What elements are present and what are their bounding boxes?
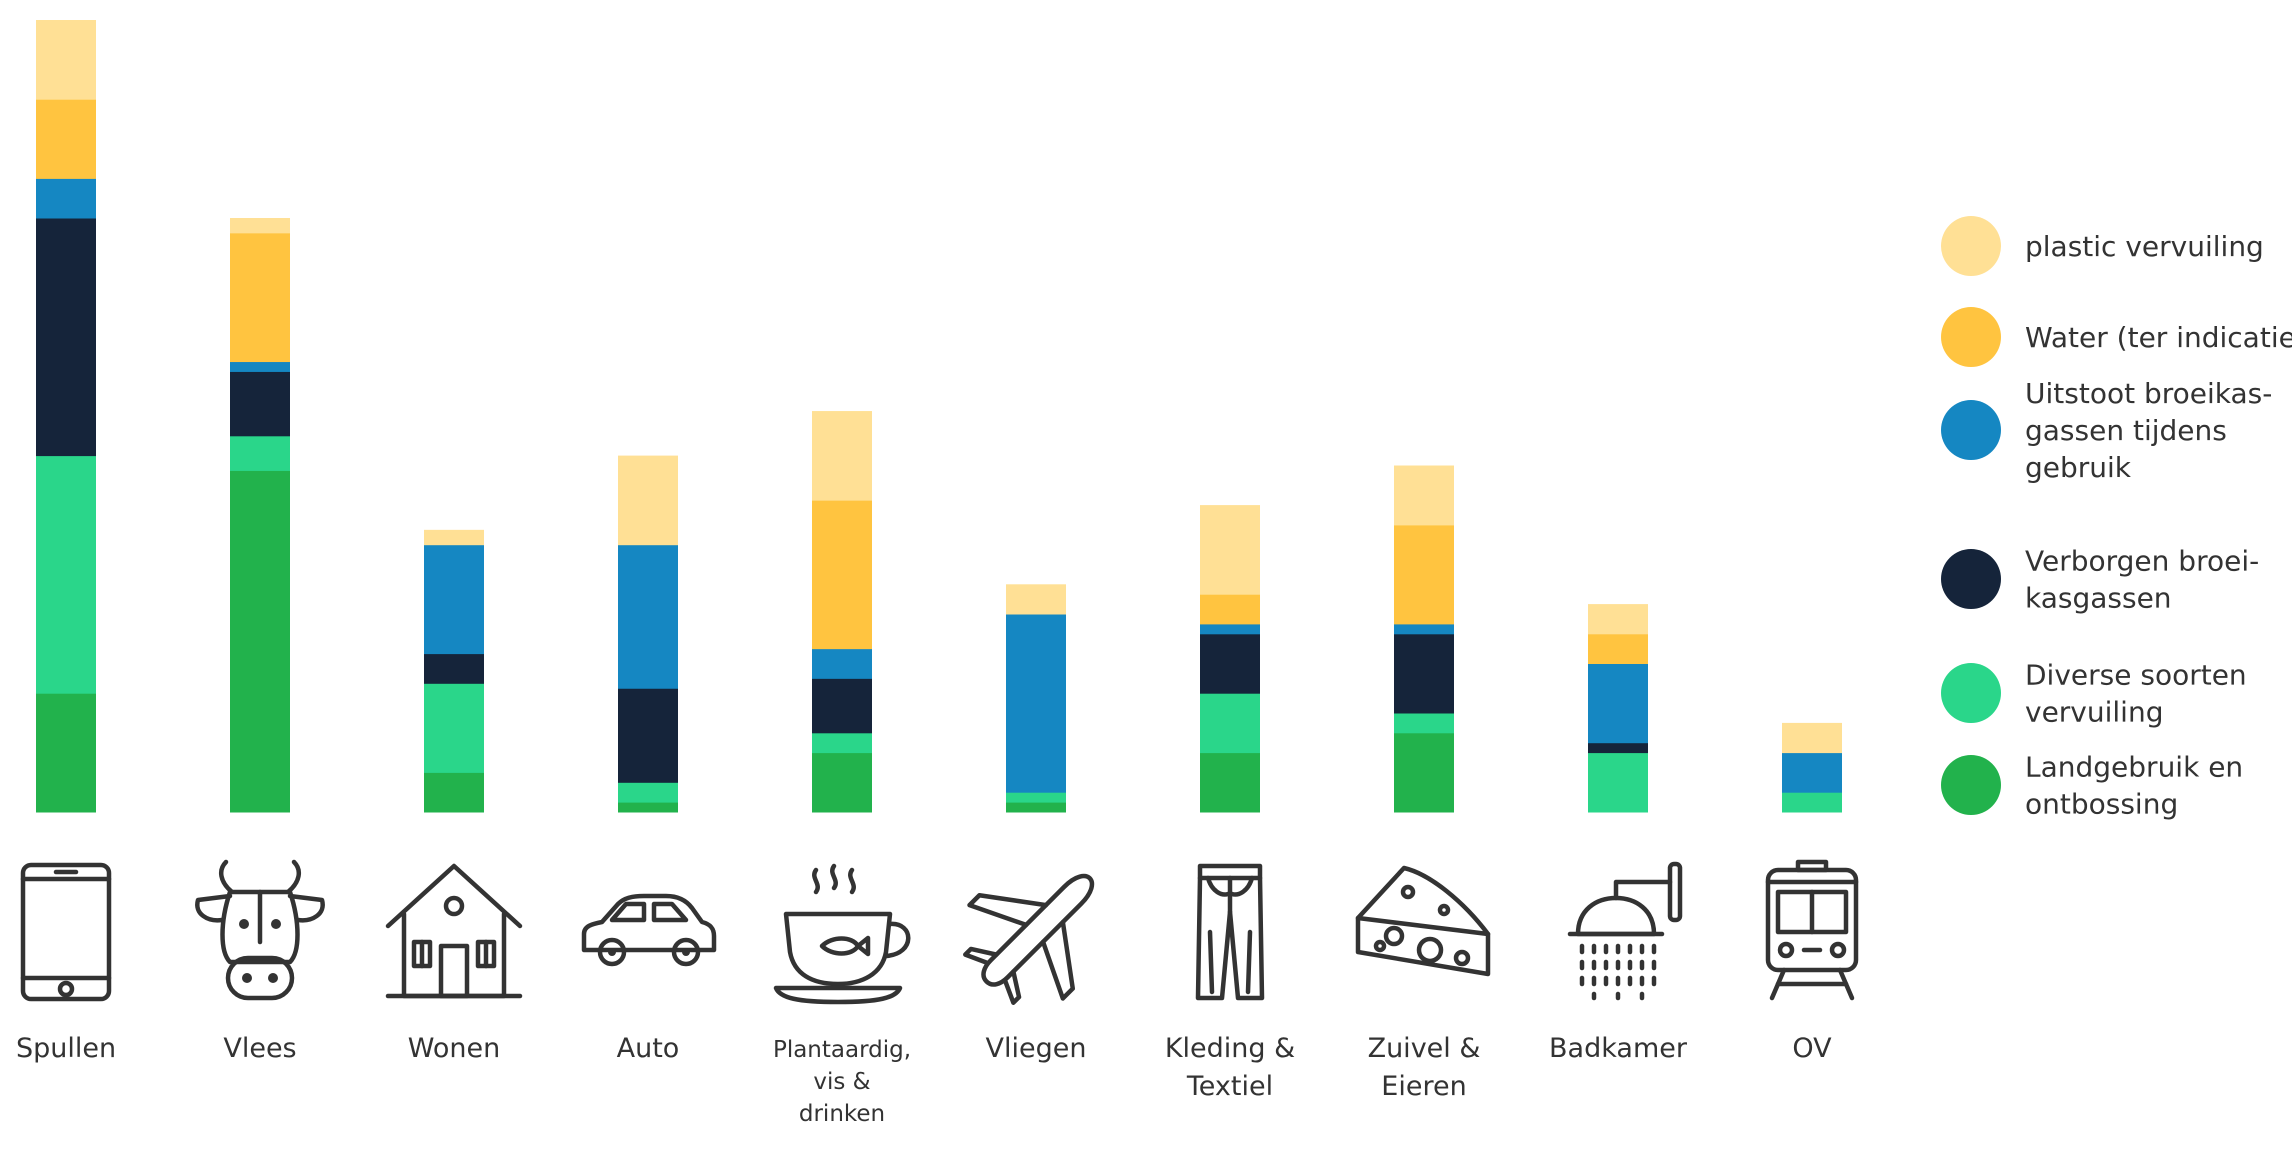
bar-segment-auto-verborgen-broeikasgassen <box>618 688 678 783</box>
bar-segment-badkamer-plastic-vervuiling <box>1588 604 1648 635</box>
legend-swatch-uitstoot-broeikasgassen-tijdens-gebruik <box>1941 400 2001 460</box>
bar-segment-vlees-uitstoot-broeikasgassen-tijdens-gebruik <box>230 361 290 372</box>
shower-icon <box>1567 861 1683 1001</box>
bar-segment-wonen-verborgen-broeikasgassen <box>424 653 484 684</box>
bar-segment-kleding-textiel-landgebruik-en-ontbossing <box>1200 752 1260 813</box>
legend-swatch-verborgen-broeikasgassen <box>1941 549 2001 609</box>
bar-segment-wonen-landgebruik-en-ontbossing <box>424 772 484 813</box>
category-label-zuivel-eieren: Zuivel & Eieren <box>1368 1033 1481 1102</box>
legend-swatch-landgebruik-en-ontbossing <box>1941 755 2001 815</box>
bar-segment-vliegen-uitstoot-broeikasgassen-tijdens-gebruik <box>1006 614 1066 793</box>
bar-segment-zuivel-eieren-landgebruik-en-ontbossing <box>1394 732 1454 813</box>
car-icon <box>581 893 717 967</box>
bar-segment-vlees-landgebruik-en-ontbossing <box>230 470 290 813</box>
bar-segment-wonen-uitstoot-broeikasgassen-tijdens-gebruik <box>424 544 484 655</box>
bar-segment-badkamer-water-ter-indicatie <box>1588 633 1648 664</box>
category-label-spullen: Spullen <box>16 1033 116 1064</box>
bar-segment-zuivel-eieren-verborgen-broeikasgassen <box>1394 633 1454 714</box>
bars-layer <box>36 20 1842 813</box>
bar-segment-vlees-verborgen-broeikasgassen <box>230 371 290 437</box>
category-label-plantaardig-vis-drinken: Plantaardig, vis & drinken <box>773 1037 911 1127</box>
bar-segment-zuivel-eieren-diverse-soorten-vervuiling <box>1394 713 1454 734</box>
bar-segment-spullen-verborgen-broeikasgassen <box>36 218 96 457</box>
coffee-cup-icon <box>773 863 911 1005</box>
bar-segment-kleding-textiel-plastic-vervuiling <box>1200 505 1260 595</box>
legend: plastic vervuiling Water (ter indicatie) U… <box>1941 216 2292 821</box>
legend-label-water-ter-indicatie: Water (ter indicatie) <box>2025 321 2292 354</box>
bar-segment-vliegen-landgebruik-en-ontbossing <box>1006 802 1066 813</box>
bar-segment-vliegen-plastic-vervuiling <box>1006 584 1066 615</box>
category-label-kleding-textiel: Kleding & Textiel <box>1165 1033 1295 1102</box>
legend-swatch-water-ter-indicatie <box>1941 307 2001 367</box>
bar-segment-auto-plastic-vervuiling <box>618 455 678 546</box>
bar-segment-zuivel-eieren-uitstoot-broeikasgassen-tijdens-gebruik <box>1394 623 1454 635</box>
legend-label-diverse-soorten-vervuiling: Diverse soorten vervuiling <box>2025 659 2247 729</box>
legend-label-verborgen-broeikasgassen: Verborgen broei-kasgassen <box>2025 545 2259 615</box>
bar-segment-badkamer-verborgen-broeikasgassen <box>1588 742 1648 754</box>
legend-swatch-diverse-soorten-vervuiling <box>1941 663 2001 723</box>
bar-segment-plantaardig-vis-drinken-water-ter-indicatie <box>812 500 872 650</box>
bar-segment-kleding-textiel-uitstoot-broeikasgassen-tijdens-gebruik <box>1200 623 1260 635</box>
bar-segment-spullen-landgebruik-en-ontbossing <box>36 693 96 813</box>
bar-segment-wonen-diverse-soorten-vervuiling <box>424 683 484 773</box>
bar-segment-badkamer-diverse-soorten-vervuiling <box>1588 752 1648 813</box>
bar-segment-vlees-water-ter-indicatie <box>230 232 290 363</box>
airplane-icon <box>963 873 1095 1005</box>
category-label-ov: OV <box>1792 1033 1832 1064</box>
category-label-badkamer: Badkamer <box>1549 1033 1688 1064</box>
bar-segment-vlees-plastic-vervuiling <box>230 218 290 234</box>
bar-segment-ov-diverse-soorten-vervuiling <box>1782 792 1842 813</box>
legend-label-uitstoot-broeikasgassen-tijdens-gebruik: Uitstoot broeikas-gassen tijdens gebruik <box>2025 377 2272 484</box>
bar-segment-ov-plastic-vervuiling <box>1782 722 1842 754</box>
bar-segment-plantaardig-vis-drinken-diverse-soorten-vervuiling <box>812 732 872 754</box>
legend-label-landgebruik-en-ontbossing: Landgebruik en ontbossing <box>2025 751 2243 821</box>
bar-segment-plantaardig-vis-drinken-landgebruik-en-ontbossing <box>812 752 872 813</box>
category-label-vlees: Vlees <box>223 1033 296 1064</box>
bar-segment-plantaardig-vis-drinken-uitstoot-broeikasgassen-tijdens-gebruik <box>812 648 872 679</box>
bar-segment-plantaardig-vis-drinken-plastic-vervuiling <box>812 411 872 501</box>
house-icon <box>385 863 523 999</box>
trousers-icon <box>1195 863 1265 1001</box>
bar-segment-vlees-diverse-soorten-vervuiling <box>230 435 290 471</box>
train-icon <box>1765 859 1859 1001</box>
category-label-vliegen: Vliegen <box>986 1033 1087 1064</box>
bar-segment-kleding-textiel-verborgen-broeikasgassen <box>1200 633 1260 694</box>
bar-segment-zuivel-eieren-plastic-vervuiling <box>1394 465 1454 526</box>
bar-segment-badkamer-uitstoot-broeikasgassen-tijdens-gebruik <box>1588 663 1648 744</box>
category-labels: Spullen Vlees Wonen Auto Plantaardig, vis & dr… <box>16 1033 1832 1127</box>
cow-icon <box>195 859 325 1001</box>
bar-segment-ov-uitstoot-broeikasgassen-tijdens-gebruik <box>1782 752 1842 793</box>
bar-segment-spullen-uitstoot-broeikasgassen-tijdens-gebruik <box>36 178 96 219</box>
bar-segment-kleding-textiel-diverse-soorten-vervuiling <box>1200 693 1260 754</box>
bar-segment-auto-landgebruik-en-ontbossing <box>618 802 678 813</box>
bar-segment-plantaardig-vis-drinken-verborgen-broeikasgassen <box>812 678 872 734</box>
bar-segment-vliegen-diverse-soorten-vervuiling <box>1006 792 1066 803</box>
category-label-auto: Auto <box>617 1033 680 1064</box>
bar-segment-spullen-plastic-vervuiling <box>36 20 96 100</box>
bar-segment-zuivel-eieren-water-ter-indicatie <box>1394 524 1454 625</box>
smartphone-icon <box>20 862 112 1002</box>
bar-segment-wonen-plastic-vervuiling <box>424 529 484 546</box>
bar-segment-auto-diverse-soorten-vervuiling <box>618 782 678 803</box>
bar-segment-auto-uitstoot-broeikasgassen-tijdens-gebruik <box>618 544 678 689</box>
bar-segment-spullen-diverse-soorten-vervuiling <box>36 455 96 694</box>
legend-swatch-plastic-vervuiling <box>1941 216 2001 276</box>
bar-segment-spullen-water-ter-indicatie <box>36 99 96 179</box>
legend-label-plastic-vervuiling: plastic vervuiling <box>2025 230 2264 263</box>
icons-layer <box>20 859 1859 1005</box>
cheese-icon <box>1355 865 1491 977</box>
bar-segment-kleding-textiel-water-ter-indicatie <box>1200 594 1260 625</box>
category-label-wonen: Wonen <box>408 1033 500 1064</box>
